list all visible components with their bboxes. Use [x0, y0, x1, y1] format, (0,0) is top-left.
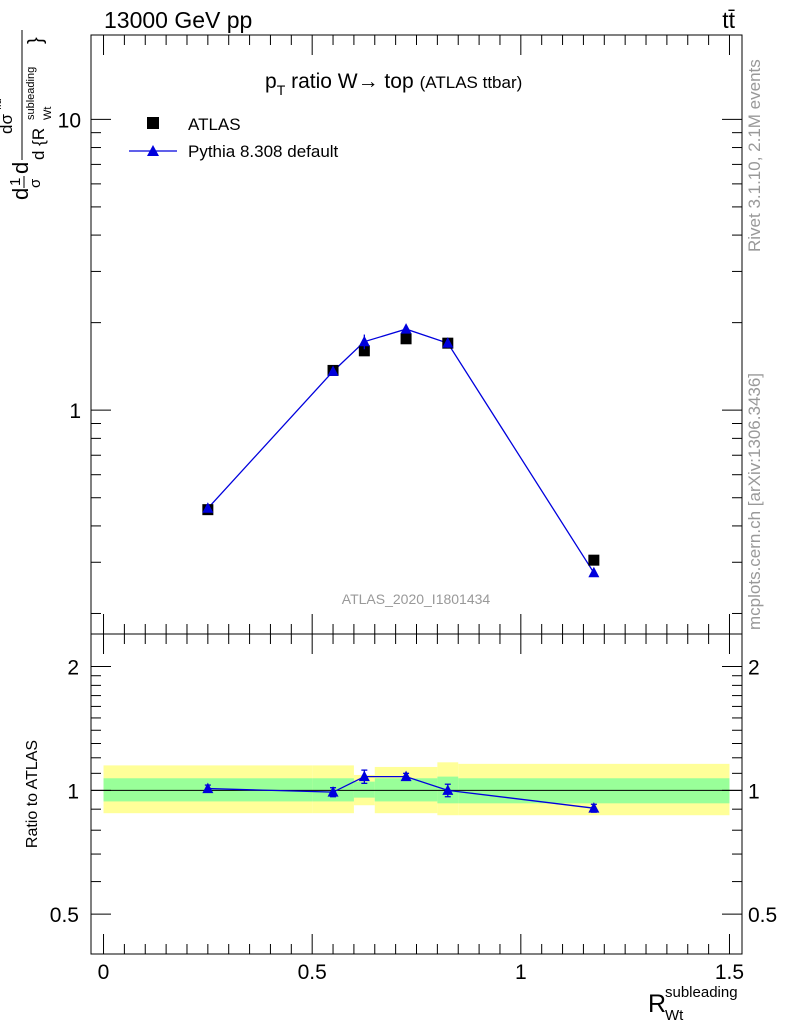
y-label-one: 1	[7, 178, 24, 186]
main-x-ticks	[103, 35, 730, 634]
pythia-point	[400, 323, 412, 334]
pythia-point	[588, 566, 600, 578]
x-label-sub: Wt	[665, 1007, 684, 1024]
main-panel: 1 10 pT ratio W→ top (ATLAS ttbar) ATLAS P…	[0, 30, 743, 635]
legend-atlas-marker	[147, 117, 159, 129]
title-main-text: p	[265, 70, 277, 93]
ratio-y-tick-label-left: 1	[67, 780, 79, 803]
ratio-pythia-point	[442, 784, 454, 795]
ratio-pythia-point	[202, 782, 214, 794]
ratio-band-inner	[374, 778, 438, 802]
title-subscript: T	[277, 82, 286, 98]
y-label-numerator-sup: fid	[0, 98, 4, 110]
y-label-prefix: d	[8, 188, 33, 200]
pythia-line	[207, 328, 595, 574]
main-y-axis-label: d 1 σ d dσ fid d {R Wt subleading }	[0, 30, 54, 200]
ratio-y-tick-label-right: 1	[748, 780, 760, 803]
ratio-pythia-point	[400, 770, 412, 782]
pythia-point	[327, 365, 339, 376]
ratio-y-axis-label: Ratio to ATLAS	[24, 740, 41, 848]
ratio-y-tick-label-left: 2	[67, 657, 79, 680]
ratio-x-ticks: 0 0.5 1 1.5	[98, 634, 744, 984]
x-tick-label: 0	[98, 961, 110, 984]
pythia-point	[358, 335, 370, 347]
ratio-y-tick-label-right: 0.5	[748, 904, 777, 927]
ratio-uncertainty-bands	[91, 762, 742, 816]
x-label-sup: subleading	[665, 984, 738, 1001]
ratio-y-tick-label-right: 2	[748, 657, 760, 680]
y-label-numerator: dσ	[0, 114, 16, 134]
title-small-text: (ATLAS ttbar)	[420, 73, 523, 92]
y-label-sigma: σ	[27, 178, 44, 188]
ratio-pythia-point	[588, 802, 600, 813]
ratio-pythia-point	[358, 770, 370, 782]
x-tick-label: 1.5	[715, 961, 744, 984]
pythia-point	[442, 337, 454, 348]
y-label-denominator-sup: subleading	[25, 67, 37, 120]
main-y-ticks: 1 10	[58, 109, 742, 614]
y-label-denominator-sub: Wt	[42, 107, 54, 120]
title-rest-text: ratio W→ top	[285, 70, 413, 93]
analysis-watermark: ATLAS_2020_I1801434	[342, 591, 491, 607]
y-label-denominator: d {R	[29, 128, 48, 160]
ratio-band-inner	[353, 781, 375, 798]
atlas-data-point	[358, 345, 370, 357]
process-label: tt̄	[722, 7, 735, 33]
rivet-version-label: Rivet 3.1.10, 2.1M events	[745, 59, 764, 252]
ratio-series-layer	[202, 769, 600, 813]
pythia-point	[202, 502, 214, 513]
main-series-layer	[202, 323, 600, 578]
atlas-data-point	[400, 333, 412, 345]
x-tick-label: 1	[515, 961, 527, 984]
legend-pythia-marker	[147, 145, 159, 156]
y-label-brace: }	[25, 37, 47, 44]
source-label: mcplots.cern.ch [arXiv:1306.3436]	[745, 373, 764, 630]
ratio-pythia-point	[327, 786, 339, 797]
y-label-d: d	[8, 188, 33, 200]
main-y-tick-label: 1	[69, 400, 81, 423]
x-label-main: R	[648, 990, 666, 1018]
legend: ATLAS Pythia 8.308 default	[129, 115, 339, 161]
chart-title: pT ratio W→ top (ATLAS ttbar)	[265, 70, 522, 98]
ratio-pythia-line	[207, 775, 594, 809]
ratio-y-tick-label-left: 0.5	[50, 904, 79, 927]
main-y-tick-label: 10	[58, 109, 81, 132]
x-tick-label: 0.5	[298, 961, 327, 984]
energy-label: 13000 GeV pp	[104, 7, 252, 33]
atlas-data-point	[588, 554, 600, 566]
x-axis-label: R Wt subleading	[648, 984, 738, 1024]
legend-pythia-label: Pythia 8.308 default	[188, 142, 339, 161]
ratio-panel: 0.5 0.5 1 1 2 2 0 0.5 1 1.5 Ratio to ATLAS R Wt …	[24, 633, 777, 1024]
ratio-y-ticks: 0.5 0.5 1 1 2 2	[50, 657, 777, 955]
legend-atlas-label: ATLAS	[188, 115, 241, 134]
y-label-d2: d	[8, 162, 33, 174]
